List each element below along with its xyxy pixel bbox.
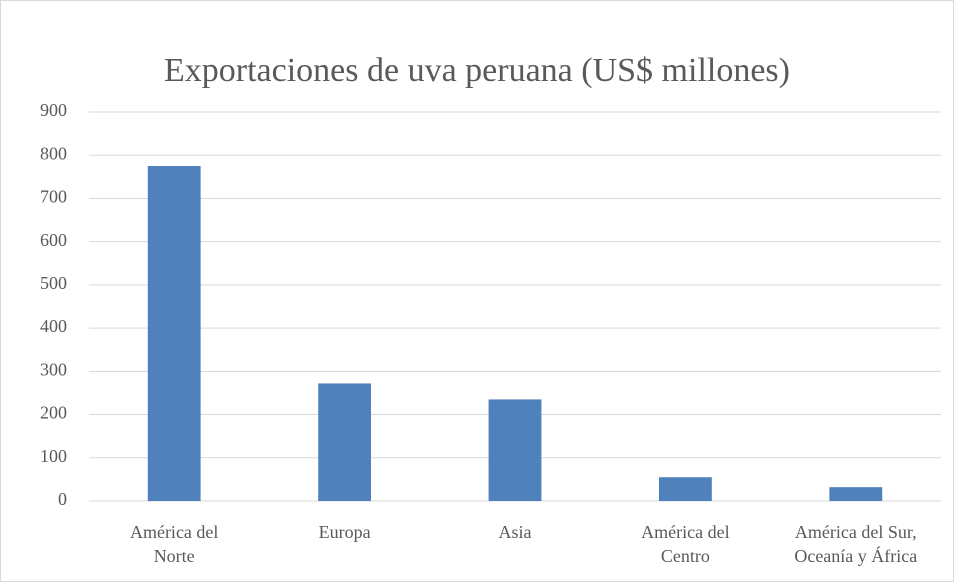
bar — [147, 166, 201, 501]
bar — [829, 487, 883, 501]
bar — [658, 477, 712, 501]
y-tick-label: 400 — [40, 316, 67, 336]
y-tick-label: 600 — [40, 230, 67, 250]
y-tick-label: 500 — [40, 273, 67, 293]
bar — [318, 383, 372, 501]
x-tick-label: América del Centro — [641, 522, 730, 566]
x-tick-label: América del Norte — [129, 522, 219, 566]
y-tick-label: 200 — [40, 403, 67, 423]
y-tick-label: 0 — [58, 489, 67, 509]
y-tick-label: 800 — [40, 143, 67, 163]
x-tick-label: Asia — [498, 522, 532, 542]
chart-title: Exportaciones de uva peruana (US$ millon… — [164, 52, 790, 89]
y-tick-label: 100 — [40, 446, 67, 466]
y-tick-label: 300 — [40, 359, 67, 379]
y-tick-label: 700 — [40, 187, 67, 207]
bar — [488, 399, 542, 501]
x-tick-label: Europa — [318, 522, 371, 542]
x-tick-label: América del Sur, Oceanía y África — [794, 522, 918, 566]
y-tick-label: 900 — [40, 100, 67, 120]
